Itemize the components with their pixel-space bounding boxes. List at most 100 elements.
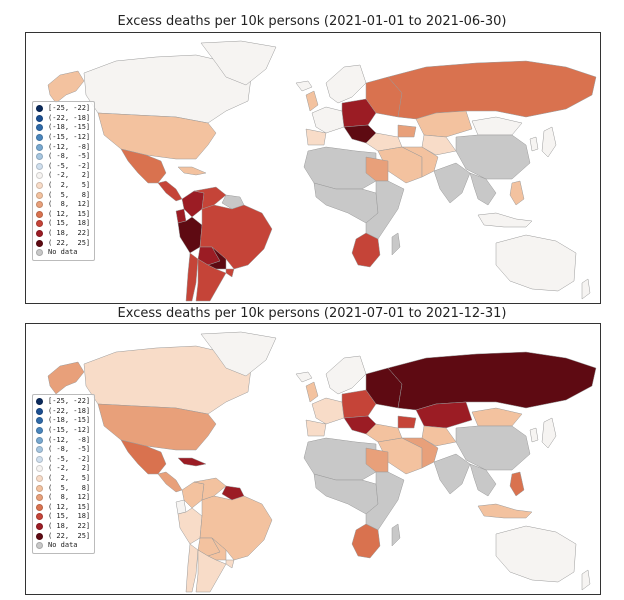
region-central-america bbox=[157, 180, 183, 202]
legend-h2: [-25, -22] (-22, -18] (-18, -15] (-15, -12]… bbox=[32, 394, 96, 554]
region-sub-saharan bbox=[313, 473, 379, 515]
region-caribbean bbox=[177, 457, 207, 467]
region-china bbox=[455, 134, 531, 180]
legend-entry: ( 12, 15] bbox=[36, 210, 90, 220]
region-russia bbox=[387, 351, 597, 411]
map-title-h1: Excess deaths per 10k persons (2021-01-0… bbox=[117, 14, 507, 29]
legend-entry: No data bbox=[36, 541, 90, 551]
legend-swatch-icon bbox=[36, 172, 43, 180]
legend-entry: ( 15, 18] bbox=[36, 512, 90, 522]
legend-entry: ( 5, 8] bbox=[36, 483, 90, 493]
region-southeast-asia bbox=[469, 463, 497, 497]
region-central-asia bbox=[421, 134, 457, 156]
region-central-america bbox=[157, 471, 183, 493]
region-colombia bbox=[181, 481, 205, 509]
region-argentina bbox=[195, 549, 227, 593]
legend-swatch-icon bbox=[36, 249, 43, 257]
region-western-europe bbox=[311, 397, 345, 425]
region-western-europe bbox=[311, 106, 345, 134]
region-sub-saharan bbox=[313, 182, 379, 224]
world-map-h1 bbox=[47, 40, 597, 302]
region-australia bbox=[495, 234, 577, 292]
legend-label: (-22, -18] bbox=[48, 113, 91, 122]
region-uruguay bbox=[225, 559, 235, 569]
legend-entry: (-22, -18] bbox=[36, 114, 90, 124]
region-iceland bbox=[295, 80, 313, 92]
region-argentina bbox=[195, 258, 227, 302]
legend-label: [-25, -22] bbox=[48, 104, 91, 113]
region-philippines bbox=[509, 180, 525, 206]
legend-entry: (-12, -8] bbox=[36, 142, 90, 152]
legend-swatch-icon bbox=[36, 114, 43, 122]
legend-entry: [-25, -22] bbox=[36, 397, 90, 407]
region-usa bbox=[97, 403, 217, 451]
legend-label: ( 5, 8] bbox=[48, 483, 91, 492]
region-turkey bbox=[365, 132, 403, 152]
legend-entry: (-18, -15] bbox=[36, 123, 90, 133]
region-japan bbox=[541, 126, 557, 158]
legend-swatch-icon bbox=[36, 124, 43, 132]
legend-label: ( 8, 12] bbox=[48, 200, 91, 209]
legend-label: No data bbox=[48, 248, 78, 257]
region-alaska bbox=[47, 361, 85, 395]
legend-label: ( -2, 2] bbox=[48, 171, 91, 180]
legend-swatch-icon bbox=[36, 210, 43, 218]
legend-label: ( 22, 25] bbox=[48, 238, 91, 247]
legend-swatch-icon bbox=[36, 153, 43, 161]
region-india bbox=[433, 453, 471, 495]
legend-label: ( 2, 5] bbox=[48, 474, 91, 483]
legend-entry: ( -2, 2] bbox=[36, 171, 90, 181]
legend-swatch-icon bbox=[36, 105, 43, 113]
legend-entry: No data bbox=[36, 248, 90, 258]
legend-swatch-icon bbox=[36, 417, 43, 425]
legend-entry: ( 2, 5] bbox=[36, 181, 90, 191]
legend-label: ( 15, 18] bbox=[48, 512, 91, 521]
legend-entry: ( -8, -5] bbox=[36, 152, 90, 162]
region-chile bbox=[185, 543, 199, 593]
region-scandinavia bbox=[325, 355, 367, 395]
legend-label: ( 18, 22] bbox=[48, 229, 91, 238]
region-chile bbox=[185, 252, 199, 302]
region-ecuador bbox=[175, 499, 187, 515]
region-colombia bbox=[181, 190, 205, 218]
legend-swatch-icon bbox=[36, 513, 43, 521]
world-map-h2 bbox=[47, 331, 597, 593]
region-indonesia bbox=[477, 503, 533, 519]
map-title-h2: Excess deaths per 10k persons (2021-07-0… bbox=[117, 306, 507, 321]
region-iberia bbox=[305, 128, 327, 146]
region-central-asia bbox=[421, 425, 457, 447]
legend-swatch-icon bbox=[36, 134, 43, 142]
region-russia bbox=[387, 60, 597, 120]
region-china bbox=[455, 425, 531, 471]
legend-swatch-icon bbox=[36, 220, 43, 228]
legend-swatch-icon bbox=[36, 542, 43, 550]
region-ecuador bbox=[175, 208, 187, 224]
legend-entry: ( 18, 22] bbox=[36, 522, 90, 532]
legend-swatch-icon bbox=[36, 484, 43, 492]
legend-entry: (-15, -12] bbox=[36, 133, 90, 143]
region-caribbean bbox=[177, 166, 207, 176]
region-north-africa bbox=[303, 437, 377, 481]
region-caucasus bbox=[397, 124, 417, 138]
region-korea bbox=[529, 136, 539, 152]
legend-label: ( -2, 2] bbox=[48, 464, 91, 473]
legend-label: (-15, -12] bbox=[48, 133, 91, 142]
legend-swatch-icon bbox=[36, 143, 43, 151]
region-caucasus bbox=[397, 415, 417, 429]
legend-label: ( 12, 15] bbox=[48, 502, 91, 511]
region-iberia bbox=[305, 419, 327, 437]
legend-label: ( 18, 22] bbox=[48, 522, 91, 531]
legend-swatch-icon bbox=[36, 494, 43, 502]
legend-swatch-icon bbox=[36, 523, 43, 531]
legend-swatch-icon bbox=[36, 398, 43, 406]
legend-swatch-icon bbox=[36, 201, 43, 209]
legend-label: (-12, -8] bbox=[48, 435, 91, 444]
legend-swatch-icon bbox=[36, 191, 43, 199]
legend-entry: ( -8, -5] bbox=[36, 445, 90, 455]
legend-label: (-12, -8] bbox=[48, 142, 91, 151]
legend-entry: ( 22, 25] bbox=[36, 238, 90, 248]
legend-label: ( 5, 8] bbox=[48, 190, 91, 199]
legend-entry: ( -5, -2] bbox=[36, 162, 90, 172]
region-madagascar bbox=[391, 523, 401, 547]
legend-entry: ( 18, 22] bbox=[36, 229, 90, 239]
